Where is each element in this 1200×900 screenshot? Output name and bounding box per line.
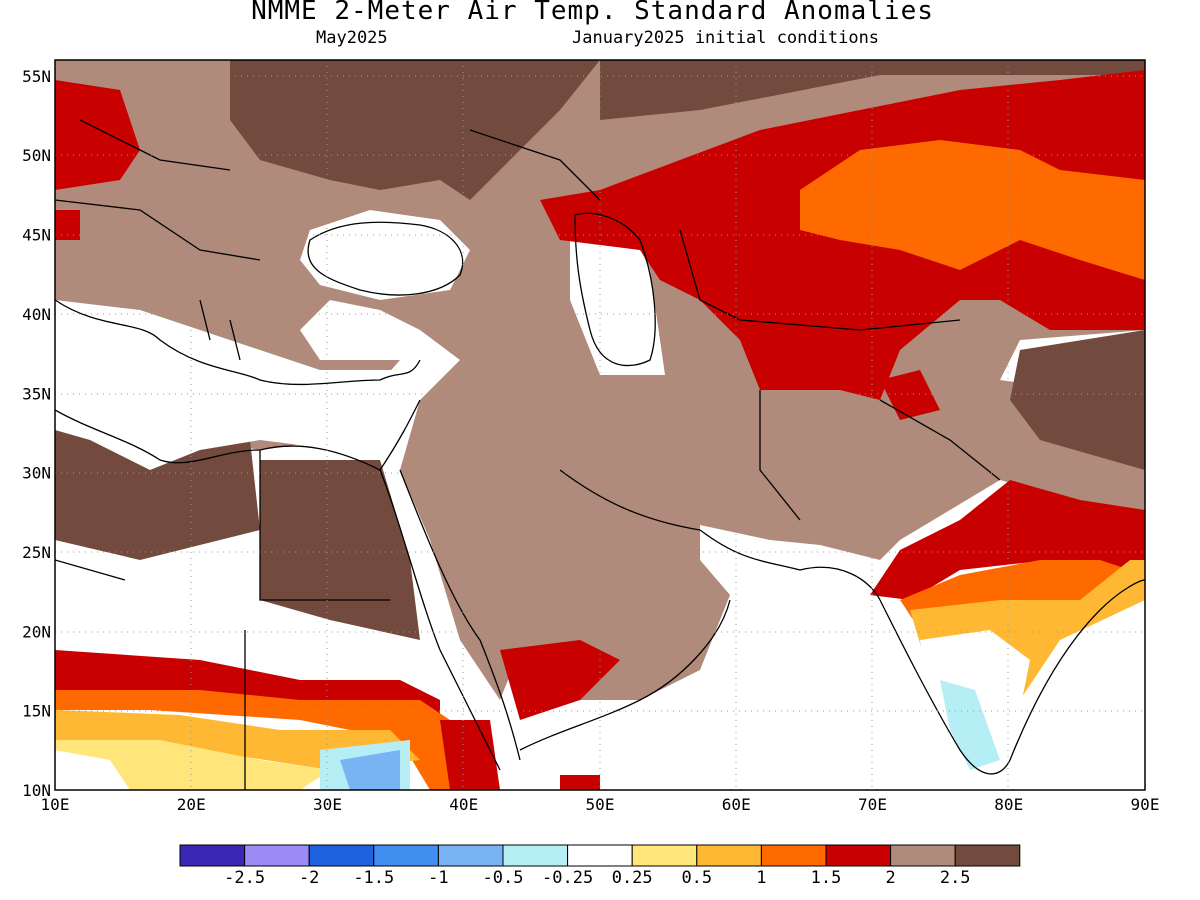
anomaly-region-1.5to2	[55, 80, 140, 190]
anomaly-region-1.5to2	[560, 775, 600, 790]
y-tick-label: 30N	[22, 464, 51, 483]
anomaly-region-1.5to2	[55, 210, 80, 240]
y-tick-label: 45N	[22, 226, 51, 245]
y-tick-label: 35N	[22, 384, 51, 403]
anomaly-region-gt2.5	[55, 430, 260, 560]
x-tick-label: 90E	[1131, 795, 1160, 814]
anomaly-region-0.25to0.5	[55, 740, 330, 790]
legend-label: -0.5	[482, 868, 524, 888]
legend-swatch	[179, 844, 246, 867]
legend-label: -0.25	[542, 868, 594, 888]
legend-label: -2	[298, 868, 320, 888]
x-tick-label: 60E	[722, 795, 751, 814]
y-tick-label: 25N	[22, 543, 51, 562]
legend-swatch	[567, 844, 633, 867]
plot-frame	[54, 59, 1146, 791]
y-tick-label: 15N	[22, 702, 51, 721]
anomaly-region-gt2.5	[260, 460, 420, 640]
anomaly-region-gt2.5	[1010, 330, 1145, 470]
legend-swatch	[631, 844, 698, 867]
target-month: May2025	[316, 28, 388, 48]
legend-label: -1.5	[353, 868, 395, 888]
legend-label: 1	[756, 868, 767, 888]
legend-swatch	[244, 844, 310, 867]
anomaly-region-neg0.5to-0.25	[940, 680, 1000, 770]
legend-swatch	[437, 844, 504, 867]
y-axis-ticks: 10N 15N 20N 25N 30N 35N 40N 45N 50N 55N	[22, 67, 51, 800]
legend-label: 0.25	[611, 868, 653, 888]
anomaly-region-gt2.5	[230, 60, 600, 200]
x-axis-ticks: 10E 20E 30E 40E 50E 60E 70E 80E 90E	[41, 795, 1160, 814]
x-tick-label: 70E	[858, 795, 887, 814]
anomaly-fields	[55, 60, 1145, 790]
x-tick-label: 80E	[994, 795, 1023, 814]
x-tick-label: 10E	[41, 795, 70, 814]
anomaly-region-1to1.5	[800, 140, 1145, 280]
legend-label: 2.5	[939, 868, 971, 888]
legend-swatch	[825, 844, 892, 867]
x-tick-label: 50E	[586, 795, 615, 814]
legend-label: -2.5	[224, 868, 266, 888]
anomaly-region-1.5to2	[880, 370, 940, 420]
anomaly-region-neg1to-0.5	[340, 750, 400, 790]
y-tick-label: 50N	[22, 146, 51, 165]
y-tick-label: 55N	[22, 67, 51, 86]
initial-conditions: January2025 initial conditions	[572, 28, 880, 48]
x-tick-label: 20E	[177, 795, 206, 814]
legend-label: -1	[428, 868, 449, 888]
anomaly-region-gt2.5	[600, 60, 1145, 120]
anomaly-region-1.5to2	[500, 640, 620, 720]
legend-label: 1.5	[810, 868, 842, 888]
legend-swatch	[502, 844, 569, 867]
legend-swatch	[760, 844, 827, 867]
coastlines	[55, 119, 1145, 790]
anomaly-region-1.5to2	[440, 720, 500, 790]
legend-swatch	[308, 844, 375, 867]
legend-colorbar	[179, 844, 1021, 867]
legend-label: 2	[885, 868, 896, 888]
chart-title: NMME 2-Meter Air Temp. Standard Anomalie…	[251, 0, 934, 26]
x-tick-label: 30E	[313, 795, 342, 814]
y-tick-label: 20N	[22, 622, 51, 641]
anomaly-region-1to1.5	[55, 690, 470, 790]
y-tick-label: 40N	[22, 305, 51, 324]
legend-swatch	[890, 844, 956, 867]
legend-swatch	[696, 844, 762, 867]
legend-swatch	[954, 844, 1021, 867]
legend-label: 0.5	[681, 868, 713, 888]
y-tick-label: 10N	[22, 781, 51, 800]
legend-swatch	[373, 844, 439, 867]
x-tick-label: 40E	[449, 795, 478, 814]
